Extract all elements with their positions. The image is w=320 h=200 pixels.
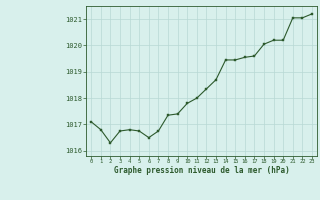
X-axis label: Graphe pression niveau de la mer (hPa): Graphe pression niveau de la mer (hPa)	[114, 166, 290, 175]
